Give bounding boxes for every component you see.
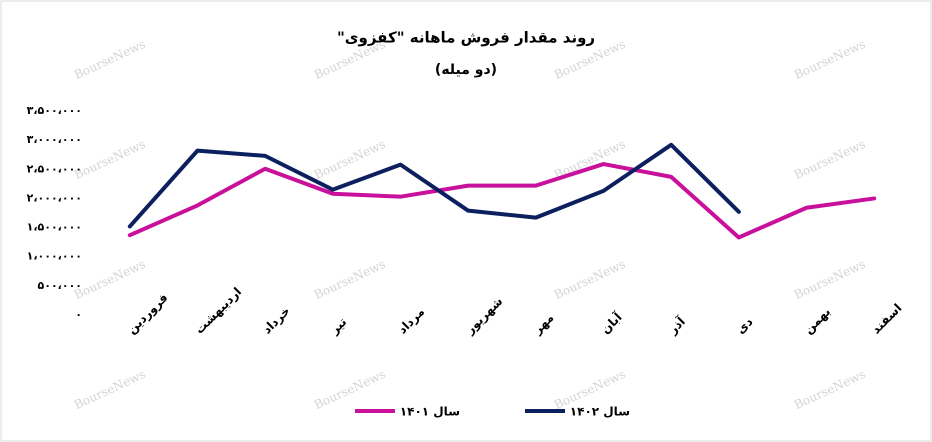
y-tick-label: ۵۰۰،۰۰۰ xyxy=(38,279,82,292)
legend-label: سال ۱۴۰۲ xyxy=(570,405,630,419)
y-tick-label: ۱،۵۰۰،۰۰۰ xyxy=(27,221,82,234)
y-tick-label: ۳،۵۰۰،۰۰۰ xyxy=(27,104,82,117)
y-tick-label: ۱،۰۰۰،۰۰۰ xyxy=(27,250,82,263)
y-tick-label: ۲،۰۰۰،۰۰۰ xyxy=(27,191,82,204)
y-tick-label: ۲،۵۰۰،۰۰۰ xyxy=(27,162,82,175)
series-line xyxy=(127,142,741,229)
legend-label: سال ۱۴۰۱ xyxy=(400,405,460,419)
y-tick-label: ۳،۰۰۰،۰۰۰ xyxy=(27,133,82,146)
chart-title: روند مقدار فروش ماهانه "کفزوی" xyxy=(337,29,595,47)
y-tick-label: ۰ xyxy=(75,308,82,321)
series-line xyxy=(127,162,877,240)
chart-subtitle: (دو میله) xyxy=(435,62,497,78)
